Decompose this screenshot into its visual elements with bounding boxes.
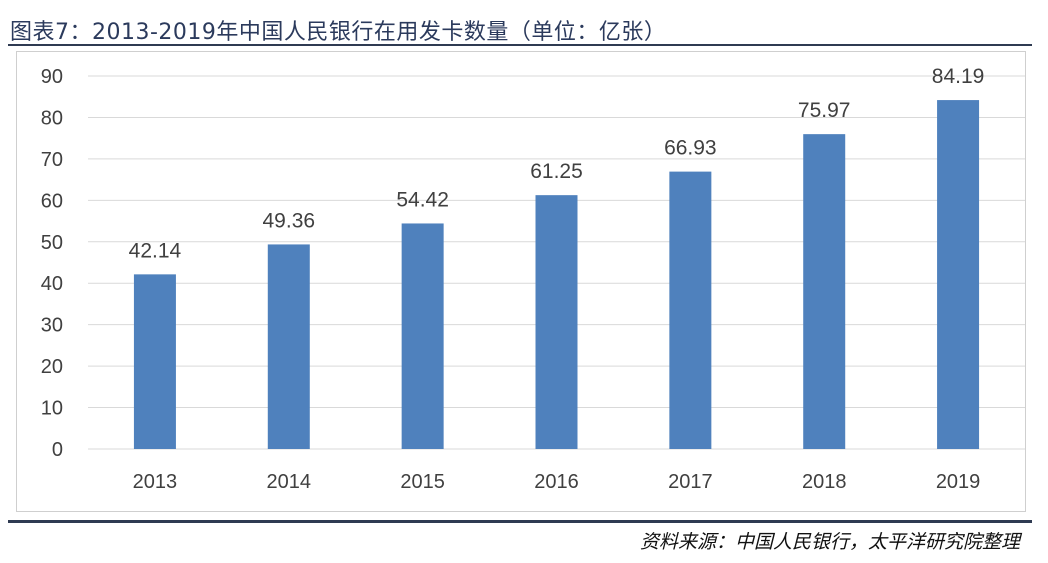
bar <box>803 134 846 449</box>
x-tick-label: 2013 <box>133 471 178 493</box>
bar <box>669 171 712 449</box>
y-tick-label: 40 <box>41 273 63 295</box>
y-tick-label: 60 <box>41 190 63 212</box>
bottom-rule <box>8 520 1032 523</box>
x-tick-label: 2017 <box>668 471 713 493</box>
chart-frame: 0 10 20 30 40 50 60 70 80 90 42.14 2013 49.36 2014 54.… <box>16 51 1026 512</box>
y-tick-label: 10 <box>41 398 63 420</box>
page-title: 图表7：2013-2019年中国人民银行在用发卡数量（单位：亿张） <box>10 20 667 45</box>
bar <box>267 244 310 449</box>
y-tick-label: 30 <box>41 315 63 337</box>
bar <box>401 223 444 449</box>
data-label: 61.25 <box>530 160 583 183</box>
bar <box>133 274 176 449</box>
x-tick-label: 2016 <box>534 471 579 493</box>
title-bar: 图表7：2013-2019年中国人民银行在用发卡数量（单位：亿张） <box>8 8 1032 46</box>
y-tick-label: 80 <box>41 107 63 129</box>
y-tick-label: 90 <box>41 66 63 88</box>
x-tick-label: 2018 <box>802 471 847 493</box>
data-label: 54.42 <box>396 188 449 211</box>
data-label: 75.97 <box>798 99 851 122</box>
x-tick-label: 2014 <box>267 471 312 493</box>
data-label: 49.36 <box>263 209 316 232</box>
x-tick-label: 2015 <box>400 471 445 493</box>
data-label: 84.19 <box>932 65 985 88</box>
y-tick-label: 20 <box>41 356 63 378</box>
source-note: 资料来源：中国人民银行，太平洋研究院整理 <box>639 531 1020 553</box>
x-tick-label: 2019 <box>936 471 981 493</box>
bar <box>937 100 980 449</box>
y-tick-label: 0 <box>52 439 63 461</box>
data-label: 42.14 <box>129 239 182 262</box>
bar <box>535 195 578 449</box>
data-label: 66.93 <box>664 137 717 160</box>
bar-chart: 0 10 20 30 40 50 60 70 80 90 42.14 2013 49.36 2014 54.… <box>41 65 1025 493</box>
y-tick-label: 50 <box>41 232 63 254</box>
y-tick-label: 70 <box>41 149 63 171</box>
